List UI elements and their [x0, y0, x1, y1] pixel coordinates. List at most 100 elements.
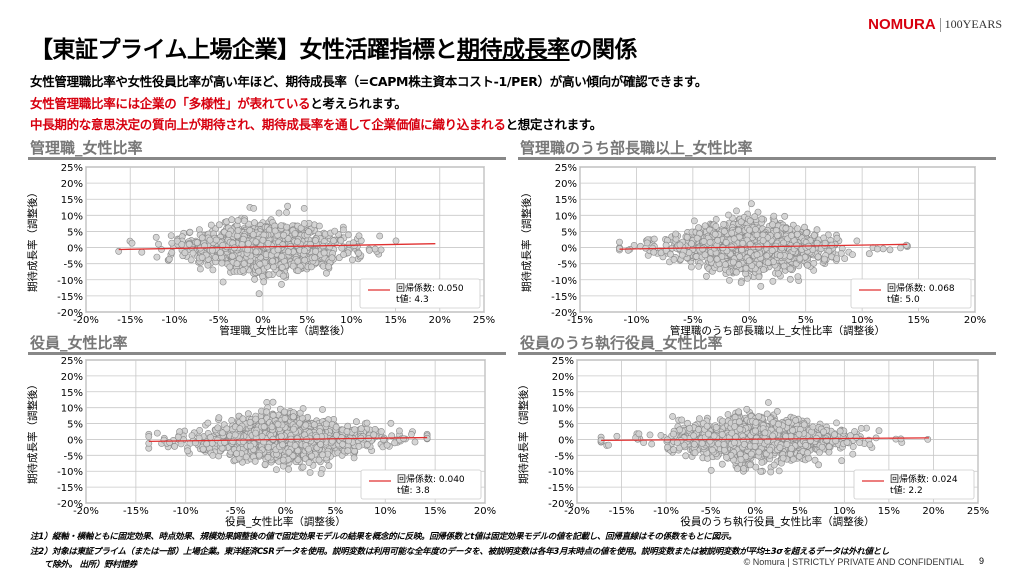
scatter-point — [265, 271, 273, 279]
scatter-point — [363, 419, 371, 427]
scatter-point — [643, 239, 651, 247]
scatter-point — [794, 230, 801, 238]
scatter-point — [260, 423, 268, 431]
scatter-point — [153, 429, 161, 437]
scatter-point — [246, 442, 254, 450]
scatter-point — [769, 277, 777, 285]
y-tick-label: 10% — [555, 211, 577, 222]
scatter-point — [231, 431, 239, 439]
scatter-point — [735, 226, 742, 234]
scatter-point — [215, 221, 223, 229]
scatter-point — [746, 226, 753, 234]
title-underlined: 期待成長率 — [457, 37, 570, 63]
section-divider — [518, 352, 996, 355]
scatter-point — [678, 251, 686, 259]
page-title: 【東証プライム上場企業】女性活躍指標と期待成長率の関係 — [30, 30, 638, 64]
scatter-point — [735, 261, 743, 269]
scatter-point — [718, 460, 726, 468]
scatter-point — [726, 276, 733, 284]
scatter-point — [833, 419, 840, 427]
scatter-point — [841, 255, 849, 262]
scatter-point — [722, 261, 729, 268]
scatter-point — [355, 442, 363, 450]
y-tick-label: 5% — [67, 227, 83, 238]
scatter-point — [228, 252, 236, 260]
scatter-point — [319, 451, 326, 459]
y-tick-label: -10% — [57, 276, 83, 287]
scatter-point — [252, 248, 260, 256]
scatter-point — [667, 250, 674, 258]
scatter-point — [720, 220, 727, 228]
scatter-point — [297, 224, 305, 232]
scatter-point — [837, 249, 845, 257]
scatter-point — [763, 252, 771, 260]
x-axis-label: 管理職_女性比率（調整後） — [219, 324, 350, 337]
scatter-point — [330, 237, 337, 245]
legend-t-value: t値: 5.0 — [887, 293, 920, 305]
scatter-point — [326, 243, 334, 251]
x-axis-label: 管理職のうち部長職以上_女性比率（調整後） — [670, 324, 885, 337]
scatter-point — [853, 237, 861, 245]
scatter-point — [754, 208, 762, 216]
scatter-point — [357, 425, 365, 433]
scatter-point — [239, 266, 247, 274]
scatter-point — [322, 269, 330, 277]
scatter-point — [804, 261, 811, 269]
scatter-point — [322, 420, 330, 428]
scatter-point — [294, 257, 302, 265]
scatter-point — [355, 232, 363, 240]
scatter-point — [289, 413, 297, 421]
y-tick-label: 5% — [558, 420, 574, 431]
scatter-point — [271, 227, 279, 235]
y-tick-label: -20% — [551, 308, 577, 319]
scatter-point — [275, 209, 283, 217]
scatter-point — [277, 222, 285, 230]
scatter-point — [833, 255, 841, 262]
scatter-point — [339, 440, 346, 448]
scatter-point — [701, 222, 709, 230]
scatter-point — [165, 255, 173, 263]
scatter-point — [311, 254, 319, 262]
scatter-point — [225, 230, 233, 238]
scatter-chart-3: -20% -15% -10% -5% 0% 5% 10% 15% 20%-20%-15%-10%… — [26, 356, 496, 528]
y-tick-label: 10% — [61, 404, 83, 415]
scatter-point — [760, 266, 767, 273]
scatter-point — [786, 275, 794, 283]
section-title-3: 役員_女性比率 — [30, 334, 128, 352]
section-title-1: 管理職_女性比率 — [30, 139, 143, 157]
y-tick-label: 25% — [552, 356, 574, 367]
scatter-point — [395, 427, 403, 435]
scatter-point — [207, 221, 215, 229]
scatter-point — [234, 227, 242, 234]
x-tick-label: 20% — [474, 506, 496, 517]
scatter-point — [782, 224, 790, 232]
scatter-point — [204, 419, 212, 427]
scatter-point — [838, 457, 846, 465]
scatter-point — [284, 235, 292, 243]
scatter-point — [177, 440, 185, 448]
scatter-point — [672, 230, 680, 238]
scatter-point — [279, 441, 286, 449]
scatter-point — [755, 273, 763, 281]
scatter-point — [269, 411, 277, 419]
scatter-point — [259, 236, 267, 244]
y-tick-label: 15% — [61, 388, 83, 399]
scatter-point — [722, 238, 730, 246]
scatter-point — [212, 236, 220, 244]
scatter-point — [198, 253, 206, 261]
y-tick-label: 20% — [552, 372, 574, 383]
scatter-point — [788, 232, 795, 239]
scatter-point — [793, 241, 801, 249]
x-tick-label: 20% — [429, 315, 451, 326]
scatter-point — [874, 245, 881, 253]
regression-line — [118, 243, 436, 251]
scatter-point — [308, 452, 316, 460]
scatter-point — [310, 421, 318, 429]
scatter-point — [251, 275, 258, 283]
x-tick-label: 0% — [741, 315, 757, 326]
scatter-point — [701, 251, 709, 259]
scatter-point — [223, 425, 231, 433]
y-tick-label: -15% — [57, 483, 83, 494]
x-tick-label: -5% — [683, 315, 702, 326]
title-part: の関係 — [569, 37, 638, 63]
